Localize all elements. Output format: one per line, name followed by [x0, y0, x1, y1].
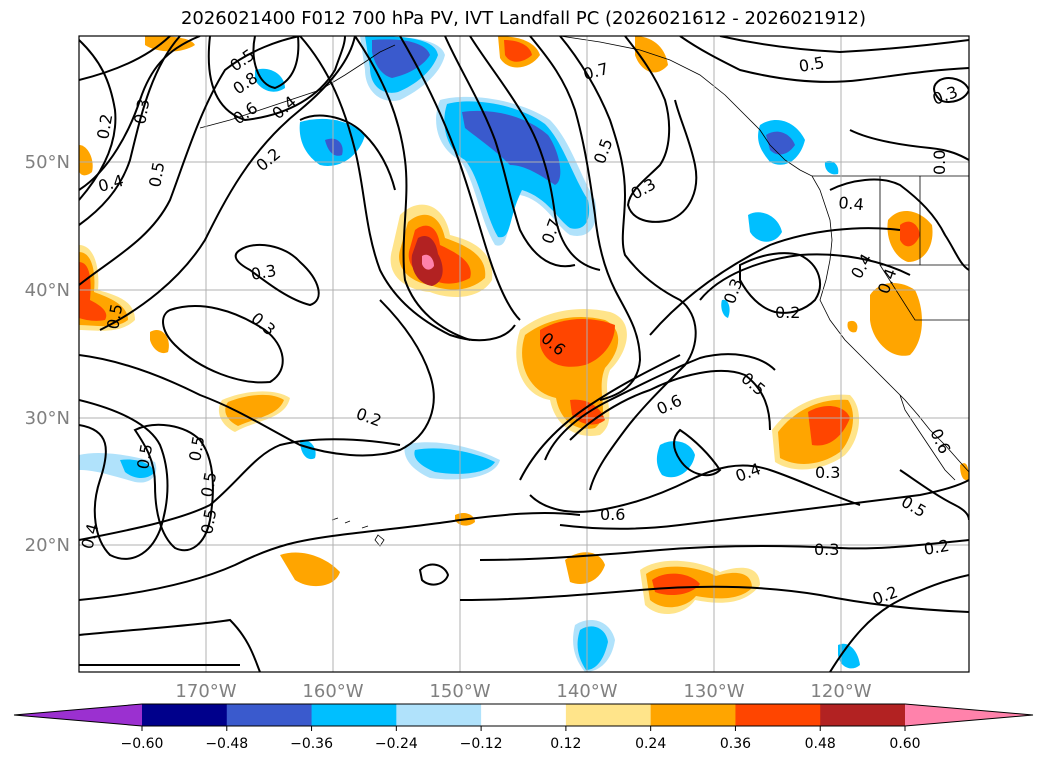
- contour-label: 0.0: [930, 150, 949, 175]
- ivt-contours: [79, 36, 969, 672]
- lon-label: 170°W: [175, 681, 236, 702]
- colorbar-tick-label: 0.48: [805, 736, 836, 752]
- contour-label: 0.4: [78, 522, 103, 552]
- contour-label: 0.6: [600, 505, 625, 524]
- contour-label: 0.3: [815, 463, 840, 482]
- colorbar-segment: [481, 704, 567, 726]
- lon-label: 160°W: [302, 681, 363, 702]
- negative-anomaly-region: [577, 626, 608, 670]
- negative-anomaly-region: [120, 459, 155, 478]
- negative-anomaly-region: [766, 131, 795, 155]
- contour-label: 0.2: [775, 303, 800, 322]
- contour-label: 0.2: [93, 112, 116, 140]
- colorbar-segment: [142, 704, 228, 726]
- colorbar-tick-label: 0.36: [720, 736, 751, 752]
- positive-anomaly-region: [900, 221, 920, 247]
- negative-anomaly-region: [824, 160, 839, 175]
- contour-label: 0.5: [185, 434, 208, 462]
- lat-label: 50°N: [25, 152, 70, 173]
- colorbar-segment: [311, 704, 397, 726]
- contour-label: 0.5: [197, 507, 220, 535]
- contour-label: 0.5: [797, 53, 825, 76]
- coastlines: [199, 36, 969, 547]
- lat-label: 20°N: [25, 535, 70, 556]
- negative-anomaly-region: [748, 212, 782, 242]
- contour-label: 0.3: [814, 540, 839, 559]
- positive-anomaly-region: [565, 552, 605, 585]
- positive-anomaly-region: [540, 318, 615, 367]
- lon-label: 130°W: [683, 681, 744, 702]
- positive-anomaly-region: [79, 262, 107, 321]
- colorbar: −0.60 −0.48 −0.36 −0.24 −0.12 0.12 0.24 0.36 0.4…: [13, 703, 1034, 752]
- colorbar-extend-max: [905, 704, 1033, 726]
- negative-anomaly-region: [325, 138, 343, 156]
- lon-label: 120°W: [810, 681, 871, 702]
- contour-label: 0.2: [922, 536, 950, 559]
- colorbar-segment: [226, 704, 313, 726]
- map-frame: [78, 35, 970, 673]
- colorbar-segment: [650, 704, 736, 726]
- negative-anomaly-region: [414, 448, 495, 474]
- colorbar-segment: [820, 704, 906, 726]
- colorbar-tick-label: −0.48: [205, 736, 248, 752]
- contour-label: 0.3: [249, 261, 277, 284]
- negative-anomaly-region: [656, 441, 695, 478]
- lat-label: 30°N: [25, 408, 70, 429]
- positive-anomaly-region: [652, 573, 700, 596]
- lon-label: 140°W: [556, 681, 617, 702]
- colorbar-tick-label: −0.12: [460, 736, 503, 752]
- contour-label: 0.5: [145, 160, 168, 188]
- positive-anomaly-region: [504, 40, 532, 62]
- colorbar-tick-label: 0.24: [635, 736, 666, 752]
- colorbar-segment: [565, 704, 652, 726]
- pv-shading: [79, 36, 969, 672]
- contour-label: 0.5: [133, 442, 156, 470]
- colorbar-extend-min: [14, 704, 142, 726]
- positive-anomaly-region: [870, 283, 922, 356]
- positive-anomaly-region: [808, 406, 850, 446]
- colorbar-tick-label: −0.36: [290, 736, 333, 752]
- positive-anomaly-region: [150, 330, 169, 354]
- negative-anomaly-region: [721, 299, 730, 318]
- negative-anomaly-region: [300, 439, 316, 460]
- longitude-labels: 170°W 160°W 150°W 140°W 130°W 120°W: [175, 681, 871, 702]
- negative-anomaly-region: [462, 110, 561, 185]
- negative-anomaly-region: [838, 643, 860, 669]
- positive-anomaly-region: [422, 254, 434, 270]
- lat-label: 40°N: [25, 280, 70, 301]
- gridlines: [79, 36, 969, 672]
- contour-label: 0.5: [103, 302, 126, 330]
- colorbar-tick-label: 0.60: [889, 736, 920, 752]
- contour-label: 0.5: [197, 470, 220, 498]
- positive-anomaly-region: [79, 145, 93, 176]
- figure-title: 2026021400 F012 700 hPa PV, IVT Landfall…: [180, 8, 867, 29]
- positive-anomaly-region: [847, 320, 858, 333]
- positive-anomaly-region: [960, 463, 969, 481]
- lon-label: 150°W: [429, 681, 490, 702]
- colorbar-segment: [396, 704, 482, 726]
- positive-anomaly-region: [280, 552, 340, 587]
- contour-label: 0.4: [838, 193, 865, 214]
- contour-label: 0.3: [130, 97, 153, 125]
- colorbar-tick-label: −0.60: [121, 736, 164, 752]
- colorbar-segment: [735, 704, 821, 726]
- colorbar-tick-label: 0.12: [550, 736, 581, 752]
- latitude-labels: 50°N 40°N 30°N 20°N: [25, 152, 70, 556]
- colorbar-tick-label: −0.24: [375, 736, 418, 752]
